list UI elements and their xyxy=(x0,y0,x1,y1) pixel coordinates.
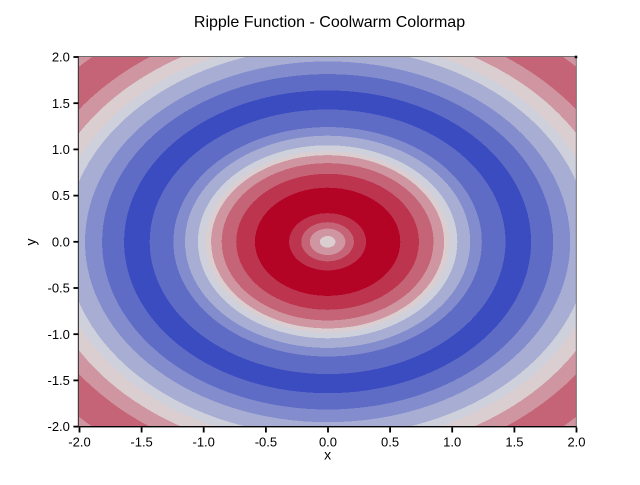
svg-text:-1.5: -1.5 xyxy=(47,373,69,388)
svg-text:-2.0: -2.0 xyxy=(47,419,69,434)
svg-text:-1.0: -1.0 xyxy=(192,434,214,449)
svg-text:1.0: 1.0 xyxy=(52,142,70,157)
svg-text:2.0: 2.0 xyxy=(567,434,585,449)
svg-text:0.0: 0.0 xyxy=(319,434,337,449)
svg-text:y: y xyxy=(23,239,39,246)
svg-text:-0.5: -0.5 xyxy=(255,434,277,449)
svg-text:1.5: 1.5 xyxy=(505,434,523,449)
svg-text:-2.0: -2.0 xyxy=(68,434,90,449)
svg-text:0.5: 0.5 xyxy=(381,434,399,449)
svg-text:1.5: 1.5 xyxy=(52,96,70,111)
svg-text:Ripple Function - Coolwarm Col: Ripple Function - Coolwarm Colormap xyxy=(194,14,465,31)
svg-text:0.5: 0.5 xyxy=(52,188,70,203)
svg-text:-0.5: -0.5 xyxy=(47,281,69,296)
svg-text:x: x xyxy=(324,447,331,463)
svg-text:2.0: 2.0 xyxy=(52,50,70,65)
svg-text:1.0: 1.0 xyxy=(443,434,461,449)
svg-text:-1.5: -1.5 xyxy=(130,434,152,449)
svg-text:0.0: 0.0 xyxy=(52,234,70,249)
svg-text:-1.0: -1.0 xyxy=(47,327,69,342)
